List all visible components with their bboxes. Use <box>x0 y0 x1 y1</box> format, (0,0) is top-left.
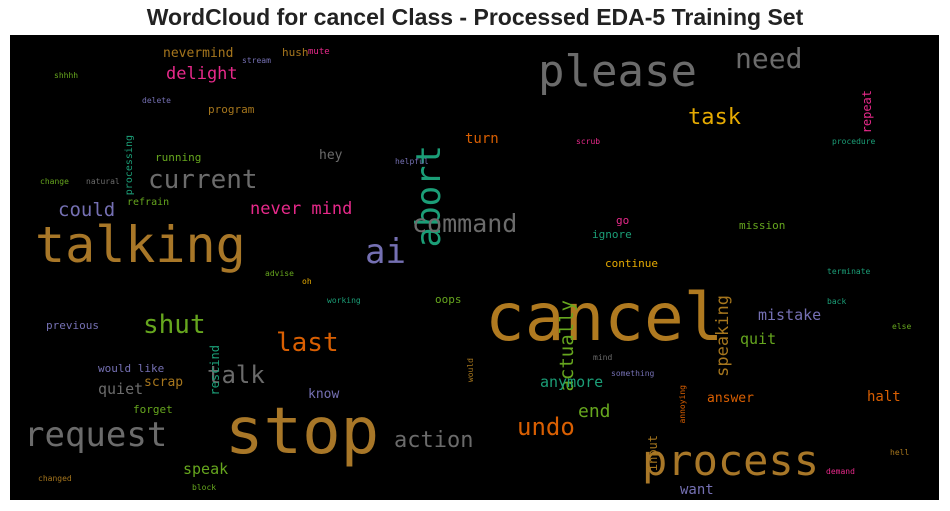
word-mission: mission <box>739 219 786 232</box>
word-anymore: anymore <box>540 373 604 391</box>
word-command: command <box>412 209 518 238</box>
word-hey: hey <box>319 148 343 163</box>
word-speak: speak <box>183 460 229 478</box>
word-speaking: speaking <box>713 295 733 377</box>
word-annoying: annoying <box>678 385 687 424</box>
word-continue: continue <box>605 257 658 270</box>
word-want: want <box>680 482 714 498</box>
word-talking: talking <box>35 216 246 274</box>
chart-title: WordCloud for cancel Class - Processed E… <box>146 4 804 30</box>
word-task: task <box>688 105 741 130</box>
word-hush: hush <box>282 46 309 59</box>
word-cloud: cancel stop talking please process request abo… <box>10 35 939 500</box>
word-working: working <box>327 296 361 305</box>
word-processing: processing <box>124 135 135 196</box>
word-hell: hell <box>890 448 910 457</box>
word-input: input <box>646 435 660 472</box>
word-demand: demand <box>826 467 855 476</box>
word-mistake: mistake <box>758 306 822 324</box>
word-mind: mind <box>593 353 613 362</box>
word-never-mind: never mind <box>250 199 353 219</box>
word-current: current <box>148 165 258 195</box>
word-talk: talk <box>207 361 265 389</box>
word-quiet: quiet <box>98 380 144 398</box>
word-halt: halt <box>867 389 901 405</box>
word-helpful: helpful <box>395 157 429 166</box>
word-block: block <box>192 483 217 492</box>
word-shut: shut <box>143 310 206 340</box>
word-mute: mute <box>308 47 330 57</box>
word-oh: oh <box>302 277 312 286</box>
word-running: running <box>155 151 202 164</box>
word-turn: turn <box>465 131 499 147</box>
word-previous: previous <box>46 319 99 332</box>
word-quit: quit <box>740 330 777 348</box>
word-nevermind: nevermind <box>163 46 234 61</box>
word-procedure: procedure <box>832 137 876 146</box>
word-could: could <box>58 199 116 221</box>
word-need: need <box>735 42 803 75</box>
word-change: change <box>40 177 69 186</box>
word-know: know <box>308 387 340 402</box>
word-would-like: would like <box>98 362 165 375</box>
word-terminate: terminate <box>827 267 871 276</box>
word-undo: undo <box>517 413 575 441</box>
word-else: else <box>892 322 912 331</box>
word-advise: advise <box>265 269 294 278</box>
word-refrain: refrain <box>127 197 170 208</box>
word-forget: forget <box>133 403 173 416</box>
word-end: end <box>578 401 611 422</box>
word-changed: changed <box>38 474 72 483</box>
word-oops: oops <box>435 293 462 306</box>
word-repeat: repeat <box>860 90 874 134</box>
word-please: please <box>538 46 697 97</box>
word-would: would <box>466 358 475 383</box>
word-back: back <box>827 297 847 306</box>
word-scrap: scrap <box>144 375 184 390</box>
word-cancel: cancel <box>485 279 724 356</box>
word-answer: answer <box>707 391 754 406</box>
word-ignore: ignore <box>592 228 632 241</box>
word-ai: ai <box>365 232 406 272</box>
word-action: action <box>394 428 474 453</box>
word-rescind: rescind <box>208 345 222 396</box>
word-stream: stream <box>242 56 271 65</box>
word-go: go <box>616 214 630 227</box>
word-scrub: scrub <box>576 137 601 146</box>
word-delete: delete <box>142 96 171 105</box>
word-last: last <box>276 328 339 358</box>
word-delight: delight <box>166 64 238 84</box>
word-shhhh: shhhh <box>54 71 79 80</box>
word-natural: natural <box>86 177 120 186</box>
word-process: process <box>642 436 820 485</box>
word-stop: stop <box>225 395 380 469</box>
word-request: request <box>24 415 168 455</box>
word-program: program <box>208 103 255 116</box>
word-something: something <box>611 369 655 378</box>
